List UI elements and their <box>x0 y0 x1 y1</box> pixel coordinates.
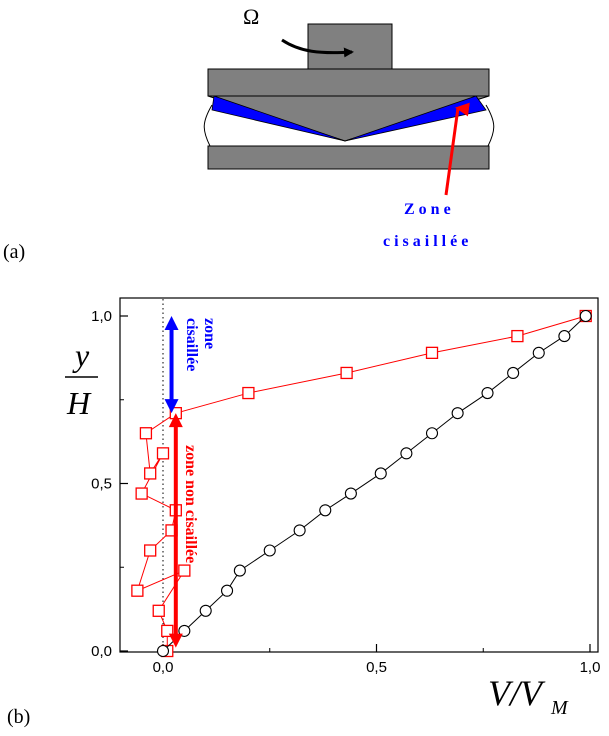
y-axis-label: y H <box>65 337 98 421</box>
circle-marker <box>400 447 413 460</box>
velocity-profile-chart: 0,0 0,0 0,5 0,5 1,0 1,0 y H V/V M zone cisail… <box>7 297 600 728</box>
square-marker <box>144 467 157 480</box>
series-layer <box>131 309 592 658</box>
circle-marker <box>344 487 357 500</box>
sheared-zone-label-2: cisaillée <box>183 318 200 371</box>
square-marker <box>152 604 165 617</box>
free-surface-right <box>485 104 495 147</box>
square-marker <box>156 447 170 460</box>
sheared-zone-annotation: zone cisaillée <box>164 316 218 414</box>
circle-marker <box>319 504 332 517</box>
x-tick-label: 1,0 <box>580 659 601 676</box>
lower-plate <box>207 145 490 170</box>
schematic-cone-plate: Ω Z o n e c i s a i l l é e (a) <box>3 4 495 263</box>
sheared-zone-label-1: zone <box>201 318 218 349</box>
circle-marker <box>374 467 387 480</box>
square-marker <box>161 624 174 638</box>
unsheared-zone-arrow-head-bottom <box>168 633 183 648</box>
sheared-zone-arrow-head-bottom <box>164 399 179 414</box>
square-marker <box>425 346 439 360</box>
panel-a-label: (a) <box>3 241 25 263</box>
circle-marker <box>233 564 246 577</box>
square-marker <box>178 564 191 577</box>
omega-symbol: Ω <box>243 4 259 29</box>
circle-marker <box>532 346 545 359</box>
zone-label-line2: c i s a i l l é e <box>383 233 468 250</box>
upper-cone-block <box>207 68 490 97</box>
square-marker <box>340 366 353 380</box>
y-axis-label-denominator: H <box>66 385 92 421</box>
unsheared-zone-annotation: zone non cisaillée <box>168 413 199 648</box>
zone-pointer-arrow <box>444 102 470 196</box>
unsheared-zone-label: zone non cisaillée <box>182 445 199 563</box>
sheared-zone-right <box>344 95 487 142</box>
circle-marker <box>451 407 464 420</box>
square-series-line <box>136 315 586 651</box>
free-surface-left <box>203 104 213 147</box>
x-tick-label: 0,5 <box>366 659 387 676</box>
circle-marker <box>156 644 170 658</box>
shaft <box>307 23 393 71</box>
rotation-arrow <box>281 38 354 58</box>
circle-marker <box>221 584 234 597</box>
y-tick-label: 1,0 <box>91 308 112 325</box>
square-marker <box>139 427 153 440</box>
circle-marker <box>579 309 592 323</box>
axis-ticks: 0,0 0,0 0,5 0,5 1,0 1,0 <box>91 308 600 676</box>
plot-frame <box>119 297 599 653</box>
x-axis-label-subscript: M <box>550 697 569 719</box>
square-marker <box>131 584 144 597</box>
circle-marker <box>425 427 439 440</box>
square-marker <box>242 386 255 400</box>
unsheared-zone-arrow-head-top <box>168 413 183 428</box>
circle-marker <box>507 366 520 380</box>
sheared-zone-arrow-head-top <box>164 316 179 330</box>
circle-marker <box>263 544 276 557</box>
zone-label-line1: Z o n e <box>404 201 451 218</box>
circle-marker <box>199 604 212 617</box>
y-tick-label: 0,0 <box>91 643 112 660</box>
square-marker <box>511 329 524 343</box>
sheared-zone-left <box>211 95 346 142</box>
panel-b-label: (b) <box>7 706 30 728</box>
x-axis-label-main: V/V <box>488 673 546 713</box>
circle-marker <box>481 386 494 400</box>
x-tick-label: 0,0 <box>153 659 174 676</box>
square-marker <box>135 487 148 500</box>
circle-marker <box>558 330 571 343</box>
circle-marker <box>293 524 306 537</box>
square-marker <box>144 544 157 557</box>
y-axis-label-numerator: y <box>72 337 90 373</box>
y-tick-label: 0,5 <box>91 476 112 493</box>
x-axis-label: V/V M <box>488 673 569 719</box>
